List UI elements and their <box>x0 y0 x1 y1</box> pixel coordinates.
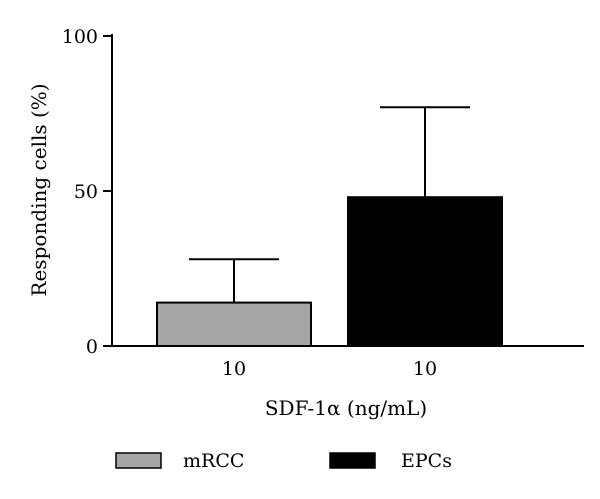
legend: mRCC EPCs <box>115 450 452 472</box>
x-axis-title: SDF-1α (ng/mL) <box>265 396 427 420</box>
y-tick-label: 100 <box>62 26 98 48</box>
y-axis-title: Responding cells (%) <box>27 83 51 296</box>
bars <box>156 106 503 348</box>
x-tick-label: 10 <box>413 358 437 380</box>
x-tick-labels: 10 10 <box>222 358 437 380</box>
y-tick-label: 0 <box>86 336 98 358</box>
y-tick-label: 50 <box>74 181 98 203</box>
legend-label-mrcc: mRCC <box>183 450 244 472</box>
y-ticks: 0 50 100 <box>62 26 112 358</box>
x-tick-label: 10 <box>222 358 246 380</box>
legend-swatch-mrcc <box>115 452 162 469</box>
bar-mrcc <box>156 301 312 348</box>
legend-label-epcs: EPCs <box>401 450 452 472</box>
legend-swatch-epcs <box>329 452 376 469</box>
bar-epcs <box>347 196 503 347</box>
